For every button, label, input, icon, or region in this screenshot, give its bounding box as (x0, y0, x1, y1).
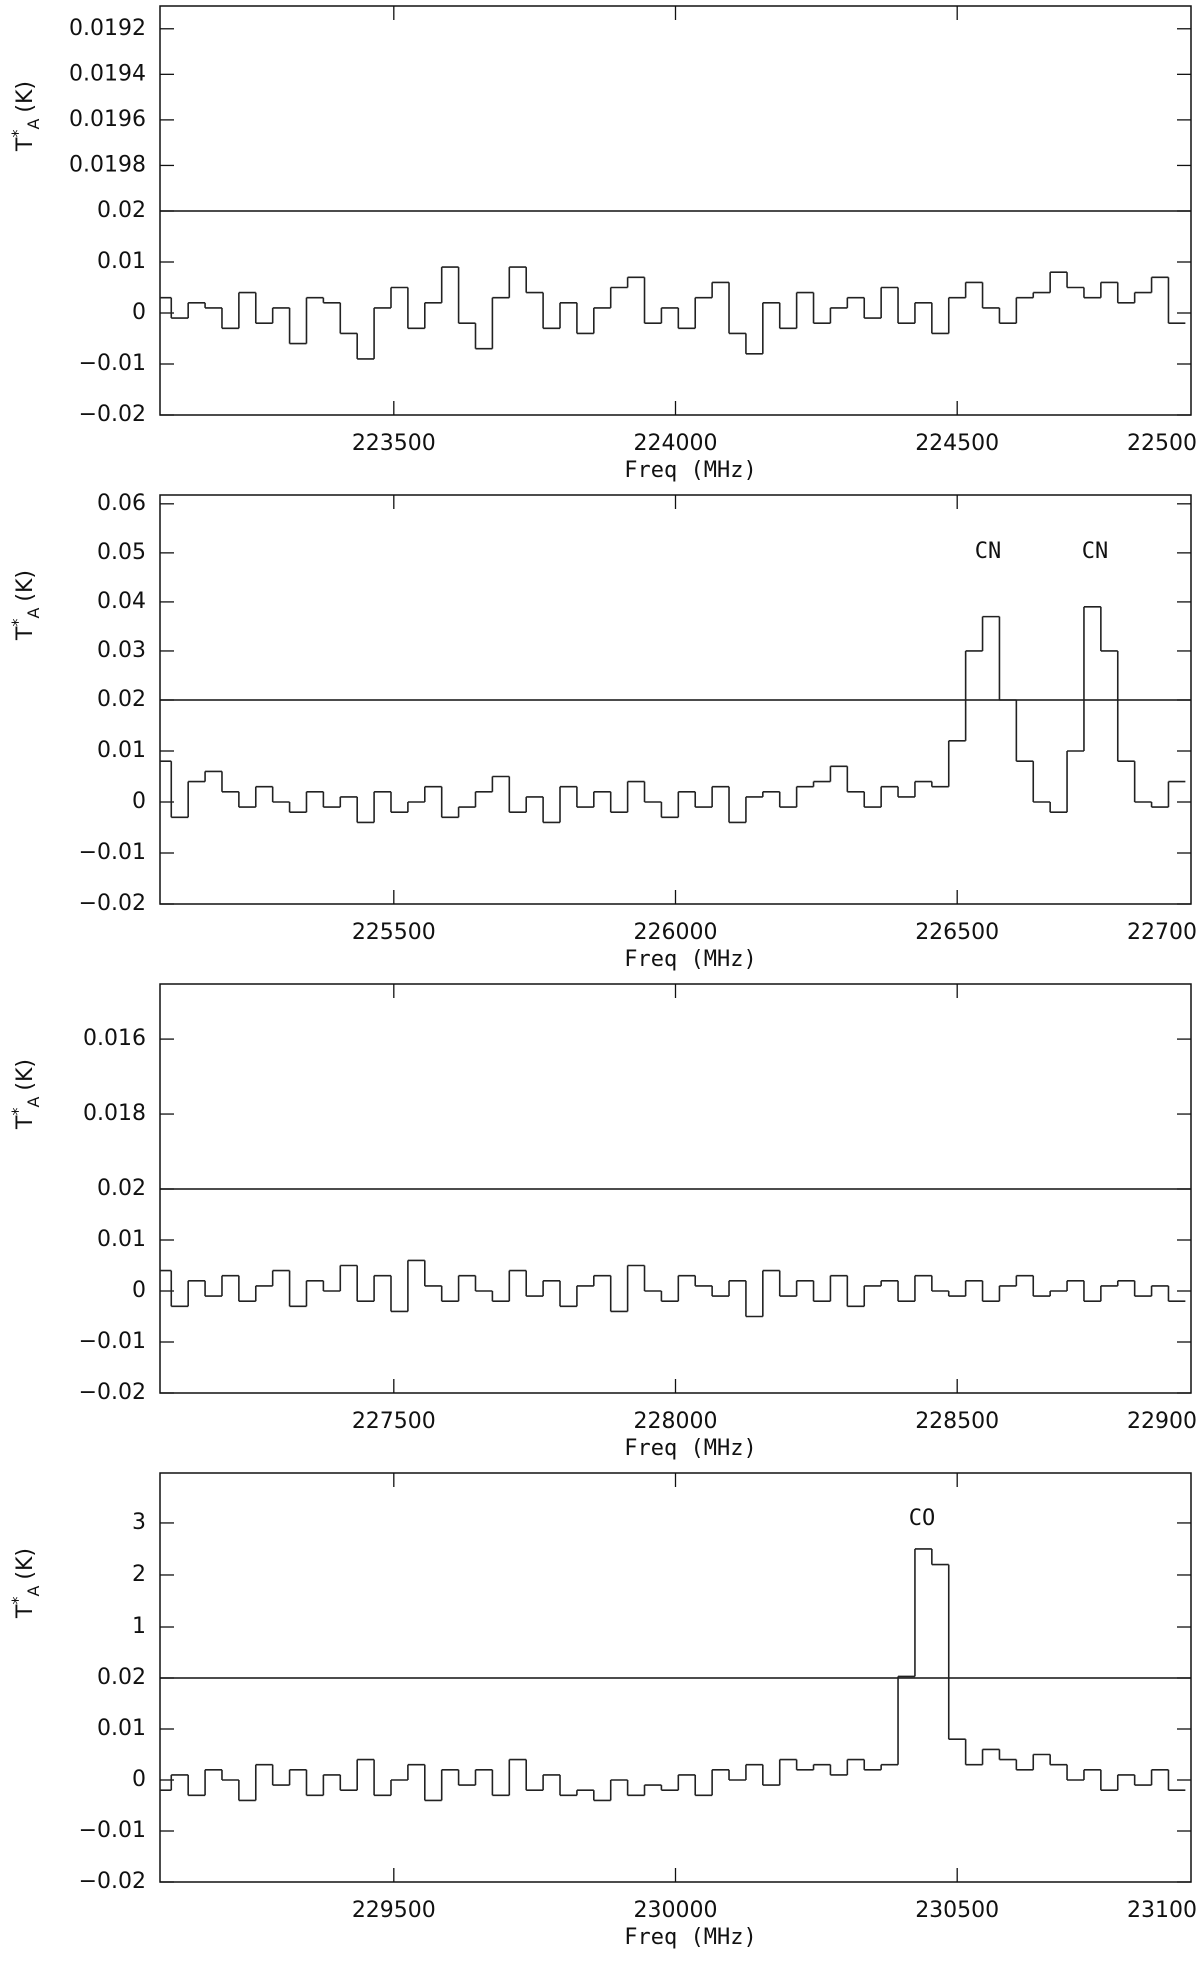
y-tick-label: 0 (132, 789, 146, 814)
spectrum (160, 266, 1186, 360)
y-tick-label: 0 (132, 300, 146, 325)
x-tick-label: 228000 (634, 1409, 718, 1434)
spectrum (160, 1548, 1186, 1802)
y-label-main: T (13, 137, 38, 152)
x-tick-label: 223500 (352, 431, 436, 456)
y-tick-label: 0 (132, 1278, 146, 1303)
x-tick-label: 226500 (915, 920, 999, 945)
x-tick-label: 230000 (634, 1898, 718, 1923)
y-tick-label: 0.05 (97, 540, 146, 565)
y-tick-label: 0.01 (97, 1716, 146, 1741)
annotation: CO (909, 1506, 936, 1531)
y-label-sup: * (8, 130, 27, 138)
annotation: CN (975, 539, 1002, 564)
x-tick-label: 225500 (352, 920, 436, 945)
y-tick-label: 0.01 (97, 738, 146, 763)
y-tick-label: 0.0194 (69, 61, 146, 86)
y-tick-label: 0.0198 (69, 152, 146, 177)
y-axis-label: T*A (K) (8, 570, 43, 641)
x-tick-label: 22700 (1127, 920, 1197, 945)
x-axis-label: Freq (MHz) (624, 1925, 756, 1950)
y-tick-label: −0.02 (79, 1869, 146, 1894)
y-tick-label: −0.01 (79, 840, 146, 865)
x-tick-label: 227500 (352, 1409, 436, 1434)
x-axis-label: Freq (MHz) (624, 947, 756, 972)
x-axis-label: Freq (MHz) (624, 458, 756, 483)
panel: 223500 224000 224500 22500 Freq (MHz) −0.02 −0… (8, 5, 1197, 483)
y-tick-label: 0.02 (97, 198, 146, 223)
y-label-main: T (13, 626, 38, 641)
y-tick-label: 0.016 (83, 1026, 146, 1051)
y-label-sup: * (8, 1108, 27, 1116)
y-tick-label: −0.02 (79, 891, 146, 916)
y-tick-label: 3 (132, 1510, 146, 1535)
panel: 229500 230000 230500 23100 Freq (MHz) −0.02 −0… (8, 1472, 1197, 1950)
x-tick-label: 22900 (1127, 1409, 1197, 1434)
y-axis-label: T*A (K) (8, 1059, 43, 1130)
y-tick-label: −0.02 (79, 1380, 146, 1405)
y-tick-label: 0.01 (97, 249, 146, 274)
x-axis-label: Freq (MHz) (624, 1436, 756, 1461)
x-tick-label: 23100 (1127, 1898, 1197, 1923)
y-tick-label: 0 (132, 1767, 146, 1792)
panel: 225500 226000 226500 22700 Freq (MHz) −0.02 −0… (8, 491, 1198, 972)
y-axis-label: T*A (K) (8, 1548, 43, 1619)
panel: 227500 228000 228500 22900 Freq (MHz) −0.02 −0… (8, 983, 1197, 1461)
y-tick-label: 0.02 (97, 1665, 146, 1690)
y-label-unit: (K) (13, 1548, 38, 1580)
y-tick-label: 0.0196 (69, 107, 146, 132)
y-label-sup: * (8, 619, 27, 627)
x-tick-label: 224500 (915, 431, 999, 456)
y-label-unit: (K) (13, 1059, 38, 1091)
y-tick-label: −0.01 (79, 351, 146, 376)
spectrum (160, 606, 1186, 824)
y-tick-label: 0.018 (83, 1101, 146, 1126)
y-tick-label: 0.02 (97, 687, 146, 712)
x-tick-label: 22500 (1127, 431, 1197, 456)
y-tick-label: 0.02 (97, 1176, 146, 1201)
y-axis-label: T*A (K) (8, 81, 43, 152)
y-tick-label: 0.04 (97, 589, 146, 614)
y-label-sub: A (24, 608, 43, 619)
y-tick-label: 0.01 (97, 1227, 146, 1252)
y-label-sub: A (24, 1586, 43, 1597)
x-tick-label: 228500 (915, 1409, 999, 1434)
y-tick-label: −0.01 (79, 1818, 146, 1843)
y-label-unit: (K) (13, 81, 38, 113)
x-tick-label: 230500 (915, 1898, 999, 1923)
y-tick-label: 1 (132, 1614, 146, 1639)
y-label-unit: (K) (13, 570, 38, 602)
y-label-sup: * (8, 1597, 27, 1605)
x-tick-label: 224000 (634, 431, 718, 456)
y-tick-label: −0.02 (79, 402, 146, 427)
y-label-sub: A (24, 1097, 43, 1108)
x-tick-label: 229500 (352, 1898, 436, 1923)
x-tick-label: 226000 (634, 920, 718, 945)
y-tick-label: 0.06 (97, 491, 146, 516)
y-label-main: T (13, 1115, 38, 1130)
y-label-main: T (13, 1604, 38, 1619)
y-label-sub: A (24, 119, 43, 130)
y-tick-label: 2 (132, 1562, 146, 1587)
y-tick-label: 0.03 (97, 638, 146, 663)
y-tick-label: −0.01 (79, 1329, 146, 1354)
annotation: CN (1082, 539, 1109, 564)
y-tick-label: 0.0192 (69, 16, 146, 41)
spectrum (160, 1259, 1186, 1318)
